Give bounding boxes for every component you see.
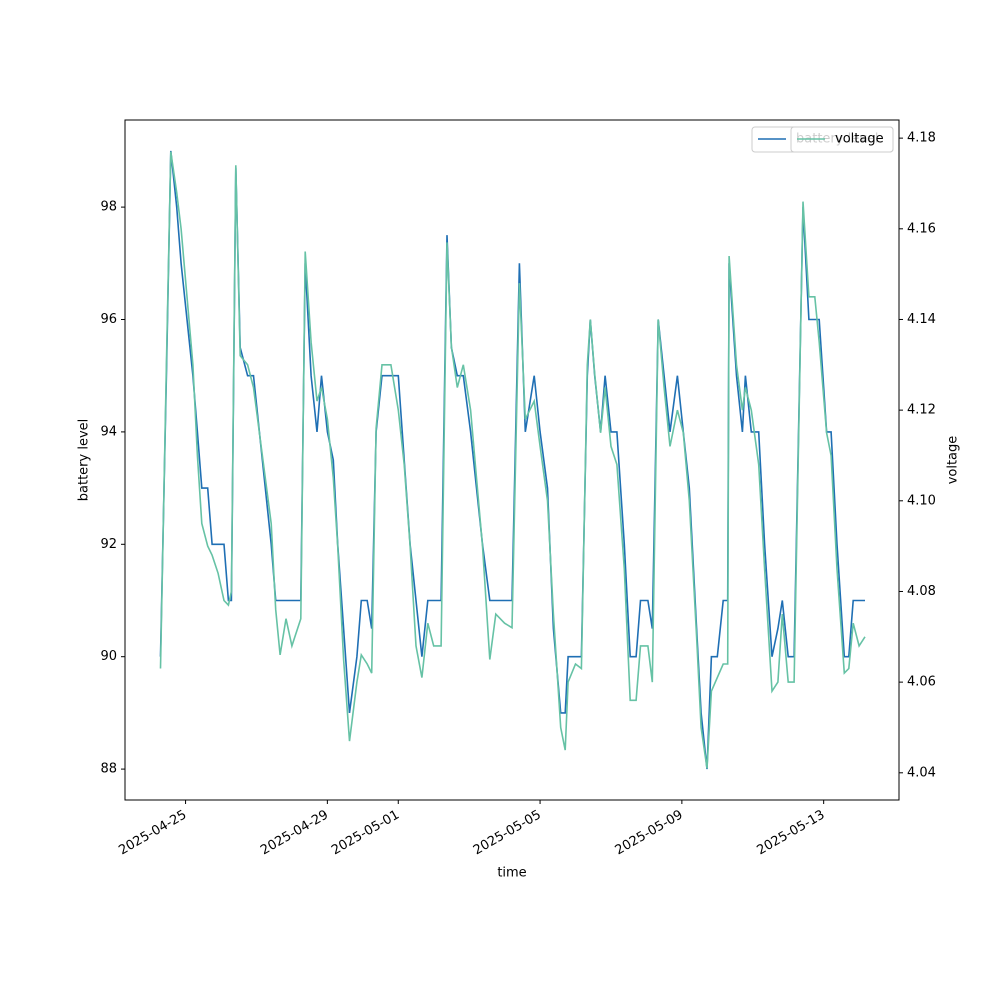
y-tick-label: 90 — [100, 649, 117, 664]
y2-tick-label: 4.16 — [907, 221, 936, 236]
y2-tick-label: 4.04 — [907, 765, 936, 780]
y-tick-label: 98 — [100, 200, 117, 215]
legend-box — [790, 126, 894, 153]
y-tick-label: 94 — [100, 424, 117, 439]
x-tick-label: 2025-04-25 — [116, 808, 189, 859]
y2-tick-label: 4.14 — [907, 312, 936, 327]
x-tick-label: 2025-04-29 — [258, 808, 331, 859]
data-line — [159, 150, 865, 770]
y2-tick-label: 4.18 — [907, 131, 936, 146]
x-axis-label: time — [497, 866, 526, 881]
legend-label: voltage — [835, 132, 884, 147]
y-axis-label: battery level — [77, 419, 92, 502]
y-tick-label: 92 — [100, 537, 117, 552]
x-tick-label: 2025-05-09 — [613, 808, 686, 859]
y2-tick-label: 4.10 — [907, 493, 936, 508]
x-tick-label: 2025-05-13 — [754, 808, 827, 859]
y2-tick-label: 4.12 — [907, 403, 936, 418]
x-tick-label: 2025-05-01 — [329, 808, 402, 859]
y-tick-label: 88 — [100, 762, 117, 777]
x-tick-label: 2025-05-05 — [471, 808, 544, 859]
y2-axis-label: voltage — [946, 436, 961, 485]
plot-frame — [124, 119, 900, 801]
data-line — [159, 151, 866, 769]
y2-tick-label: 4.06 — [907, 675, 936, 690]
y2-tick-label: 4.08 — [907, 584, 936, 599]
y-tick-label: 96 — [100, 312, 117, 327]
